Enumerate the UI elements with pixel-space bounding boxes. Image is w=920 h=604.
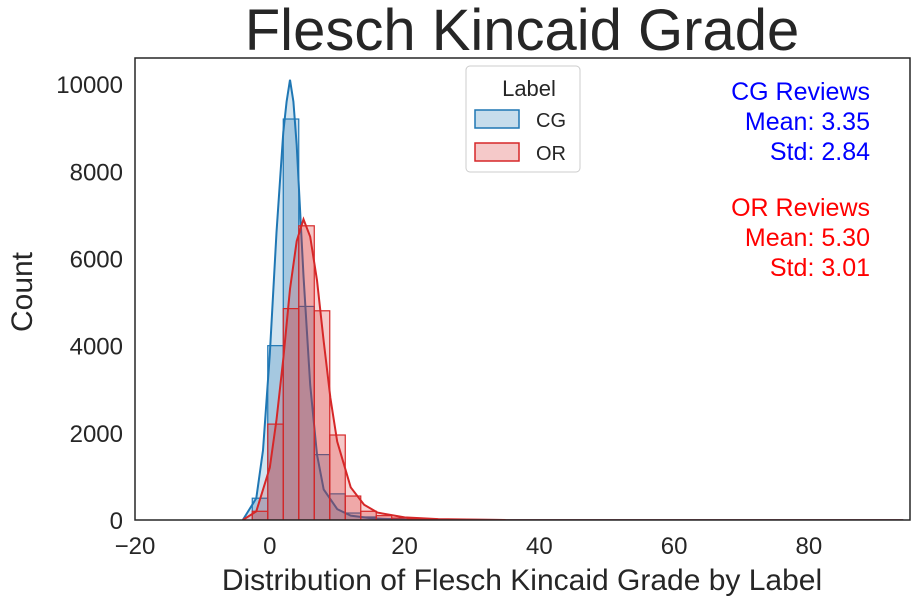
x-axis: −20 0 20 40 60 80 <box>115 533 823 560</box>
or-stats-mean: Mean: 5.30 <box>745 224 870 252</box>
kde-line-cg <box>241 79 506 520</box>
kde-area-or <box>242 219 506 520</box>
x-tick-label: 20 <box>391 533 418 560</box>
x-tick-label: 80 <box>796 533 823 560</box>
or-stats-std: Std: 3.01 <box>770 254 870 282</box>
legend-label-cg: CG <box>536 110 566 132</box>
legend-swatch-cg <box>474 109 520 129</box>
cg-stats-title: CG Reviews <box>731 78 870 106</box>
chart-title: Flesch Kincaid Grade <box>245 0 799 63</box>
legend: Label CG OR <box>465 65 581 173</box>
y-tick-label: 4000 <box>70 334 123 361</box>
legend-swatch-or <box>474 142 520 162</box>
cg-stats-std: Std: 2.84 <box>770 138 870 166</box>
y-tick-label: 0 <box>110 508 123 535</box>
cg-stats-mean: Mean: 3.35 <box>745 108 870 136</box>
plot-frame <box>134 57 911 521</box>
kde-area-cg <box>242 79 506 520</box>
x-tick-label: −20 <box>115 533 156 560</box>
x-axis-label: Distribution of Flesch Kincaid Grade by … <box>222 564 822 597</box>
plot-area <box>241 79 904 520</box>
legend-label-or: OR <box>536 143 566 165</box>
y-tick-label: 6000 <box>70 246 123 273</box>
x-tick-label: 60 <box>661 533 688 560</box>
y-tick-label: 10000 <box>56 72 123 99</box>
y-axis: 0 2000 4000 6000 8000 10000 <box>56 72 123 535</box>
or-stats-title: OR Reviews <box>731 194 870 222</box>
legend-box <box>465 65 581 173</box>
y-tick-label: 2000 <box>70 421 123 448</box>
series-or <box>242 216 904 520</box>
x-tick-label: 0 <box>263 533 276 560</box>
kde-line-or <box>242 216 506 520</box>
y-tick-label: 8000 <box>70 159 123 186</box>
stats-annotations: CG Reviews Mean: 3.35 Std: 2.84 OR Revie… <box>731 78 870 282</box>
y-axis-label: Count <box>6 251 39 332</box>
legend-title: Label <box>502 76 556 101</box>
x-tick-label: 40 <box>526 533 553 560</box>
